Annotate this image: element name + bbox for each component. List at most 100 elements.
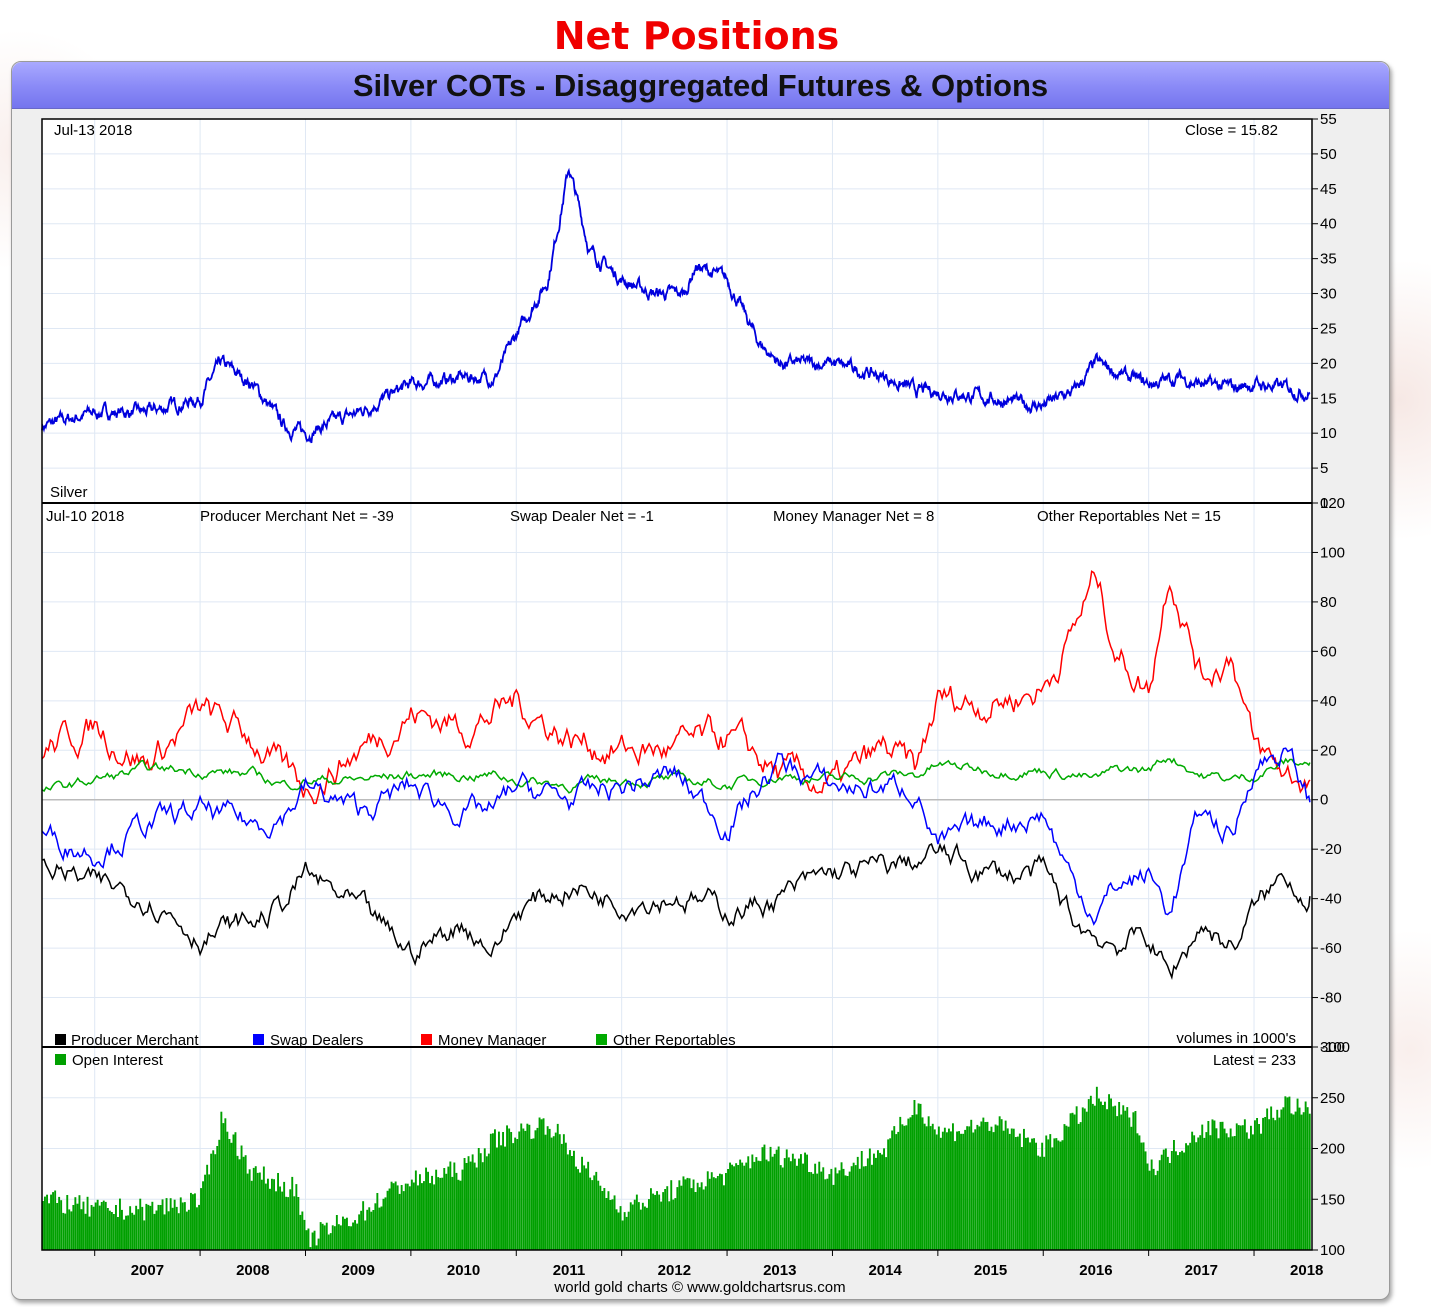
oi-bar [457, 1179, 460, 1250]
oi-bar [581, 1156, 583, 1250]
oi-bar [1274, 1120, 1277, 1250]
oi-bar [990, 1126, 993, 1250]
oi-bar [893, 1126, 896, 1250]
oi-bar [167, 1211, 170, 1250]
oi-bar [1118, 1102, 1121, 1250]
oi-bar [346, 1217, 348, 1250]
oi-bar [141, 1206, 144, 1250]
other-reportables-line [41, 757, 1311, 794]
oi-bar [976, 1124, 979, 1250]
oi-bar [119, 1198, 121, 1250]
oi-bar [1008, 1133, 1011, 1250]
y-tick-label: 35 [1320, 251, 1337, 268]
oi-bar [591, 1180, 594, 1250]
oi-bar [317, 1238, 320, 1250]
oi-bar [246, 1173, 249, 1250]
oi-bar [305, 1230, 308, 1250]
oi-bar [593, 1175, 596, 1250]
oi-bar [299, 1214, 302, 1250]
oi-bar [1134, 1111, 1137, 1250]
oi-bar [846, 1176, 849, 1250]
oi-bar [907, 1118, 910, 1250]
oi-bar [832, 1184, 835, 1250]
oi-bar [269, 1188, 271, 1250]
oi-bar [769, 1146, 772, 1250]
oi-bar [755, 1157, 758, 1250]
oi-bar [931, 1123, 934, 1250]
oi-bar [1148, 1170, 1151, 1250]
oi-bar [1270, 1106, 1273, 1250]
oi-bar [293, 1196, 296, 1250]
oi-bar [1252, 1134, 1254, 1250]
oi-bar [153, 1213, 156, 1250]
y-tick-label: 250 [1320, 1090, 1345, 1107]
oi-bar [1069, 1113, 1072, 1250]
y-tick-label: -60 [1320, 940, 1342, 957]
oi-bar [605, 1198, 608, 1250]
oi-bar [639, 1209, 642, 1250]
oi-bar [1037, 1155, 1040, 1250]
oi-bar [198, 1204, 200, 1250]
oi-bar [485, 1156, 488, 1250]
oi-bar [1041, 1142, 1044, 1250]
y-tick-label: 300 [1320, 1039, 1345, 1056]
oi-bar [763, 1144, 766, 1250]
oi-bar [862, 1166, 865, 1250]
oi-bar [599, 1185, 602, 1250]
oi-bar [619, 1206, 622, 1250]
oi-bar [84, 1213, 87, 1250]
oi-bar [453, 1162, 456, 1250]
oi-bar [996, 1125, 999, 1250]
oi-bar [1130, 1126, 1133, 1250]
oi-bar [202, 1181, 204, 1250]
oi-bar [388, 1188, 391, 1250]
oi-bar [104, 1201, 107, 1250]
oi-bar [875, 1157, 877, 1250]
oi-bar [1055, 1138, 1058, 1250]
oi-bar [1002, 1130, 1005, 1250]
legend-label-swap: Swap Dealers [270, 1032, 363, 1049]
oi-bar [700, 1182, 703, 1250]
oi-bar [998, 1116, 1001, 1250]
footer-credit: world gold charts © www.goldchartsrus.co… [553, 1279, 845, 1296]
oi-bar [836, 1173, 839, 1250]
oi-bar [358, 1214, 361, 1250]
oi-bar [437, 1177, 440, 1250]
oi-bar [487, 1153, 490, 1250]
y-tick-label: 0 [1320, 495, 1328, 512]
y-tick-label: 55 [1320, 111, 1337, 128]
oi-bar [571, 1156, 573, 1250]
oi-bar [1014, 1137, 1017, 1250]
oi-bar [868, 1148, 871, 1250]
oi-bar [828, 1174, 831, 1250]
oi-bar [1239, 1125, 1242, 1250]
oi-bar [313, 1230, 316, 1250]
oi-bar [329, 1233, 332, 1250]
oi-bar [1282, 1107, 1285, 1250]
oi-bar [396, 1185, 399, 1250]
oi-bar [536, 1127, 539, 1250]
oi-bar [352, 1222, 354, 1250]
oi-bar [404, 1183, 407, 1250]
oi-bar [319, 1222, 322, 1250]
oi-bar [196, 1207, 198, 1250]
oi-bar [435, 1169, 438, 1250]
oi-bar [802, 1163, 804, 1250]
oi-bar [1237, 1125, 1240, 1250]
y-tick-label: 20 [1320, 355, 1337, 372]
oi-bar [520, 1123, 523, 1250]
oi-bar [327, 1234, 330, 1250]
oi-bar [481, 1162, 484, 1250]
oi-bar [70, 1211, 73, 1250]
silver-price-line [41, 167, 1311, 444]
oi-bar [1235, 1123, 1238, 1250]
oi-bar [692, 1179, 695, 1250]
oi-bar [1175, 1151, 1177, 1250]
oi-bar [1195, 1142, 1198, 1250]
oi-bar [911, 1115, 914, 1250]
oi-bar [816, 1173, 819, 1250]
oi-bar [1083, 1108, 1086, 1250]
y-tick-label: -20 [1320, 841, 1342, 858]
oi-bar [727, 1169, 729, 1250]
oi-bar [682, 1176, 685, 1250]
